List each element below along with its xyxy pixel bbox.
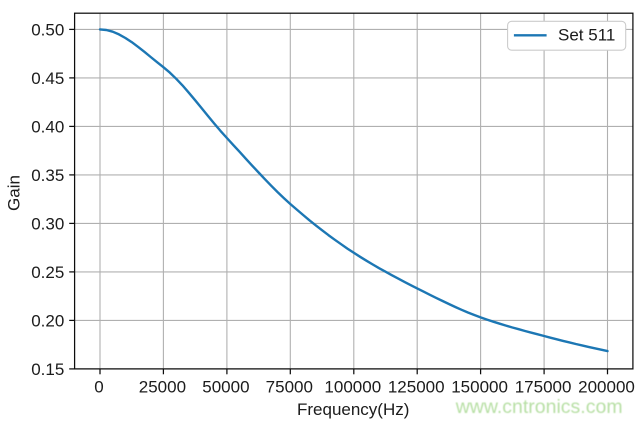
svg-text:0.25: 0.25 (31, 263, 64, 282)
svg-text:175000: 175000 (515, 377, 572, 396)
svg-text:0: 0 (94, 377, 103, 396)
svg-text:0.35: 0.35 (31, 166, 64, 185)
svg-text:75000: 75000 (266, 377, 313, 396)
svg-text:0.20: 0.20 (31, 312, 64, 331)
svg-text:25000: 25000 (139, 377, 186, 396)
svg-text:150000: 150000 (451, 377, 508, 396)
svg-text:0.45: 0.45 (31, 69, 64, 88)
svg-text:www.cntronics.com: www.cntronics.com (455, 396, 623, 418)
svg-text:100000: 100000 (324, 377, 381, 396)
svg-text:0.50: 0.50 (31, 21, 64, 40)
svg-text:Frequency(Hz): Frequency(Hz) (297, 400, 409, 419)
svg-text:125000: 125000 (388, 377, 445, 396)
svg-text:Set 511: Set 511 (558, 26, 615, 45)
svg-text:0.40: 0.40 (31, 118, 64, 137)
svg-text:50000: 50000 (202, 377, 249, 396)
svg-text:0.30: 0.30 (31, 215, 64, 234)
svg-text:0.15: 0.15 (31, 360, 64, 379)
svg-text:200000: 200000 (578, 377, 635, 396)
svg-text:Gain: Gain (5, 175, 24, 211)
